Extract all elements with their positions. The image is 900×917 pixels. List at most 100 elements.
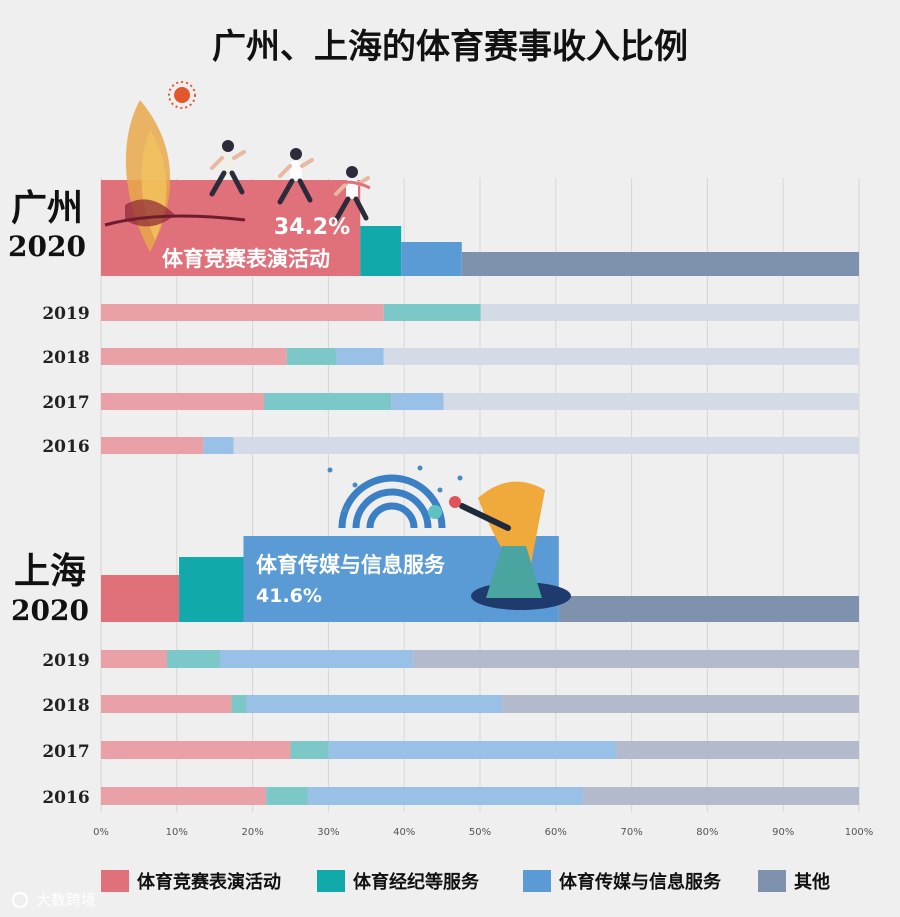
- legend-item: 体育传媒与信息服务: [523, 870, 722, 893]
- x-axis-ticks: 0% 10% 20% 30% 40% 50% 60% 70% 80% 90% 100%: [93, 827, 873, 838]
- x-tick-label: 0%: [93, 827, 109, 838]
- legend-swatch: [758, 870, 786, 892]
- dish-receiver: [449, 496, 461, 508]
- bar-2016-体育竞赛表演活动: [101, 787, 267, 805]
- runner-figure: [277, 148, 314, 205]
- legend-label: 其他: [794, 871, 830, 893]
- callout-series: 体育竞赛表演活动: [162, 247, 330, 271]
- x-tick-label: 50%: [469, 827, 491, 838]
- year-label: 2016: [42, 437, 89, 457]
- runner-head: [290, 148, 302, 160]
- bar-main-2020-体育竞赛表演活动: [101, 575, 180, 622]
- x-tick-label: 20%: [241, 827, 263, 838]
- sparkle-dot: [417, 465, 423, 471]
- group-year: 2020: [8, 230, 86, 263]
- runner-legs: [209, 170, 245, 197]
- bar-2019-体育经纪等服务: [383, 304, 481, 321]
- legend: 体育竞赛表演活动 体育经纪等服务 体育传媒与信息服务 其他: [101, 870, 830, 893]
- group-shanghai: [101, 536, 859, 805]
- runner-legs: [277, 178, 313, 205]
- callout-value: 34.2%: [274, 215, 350, 240]
- year-label: 2018: [42, 348, 89, 368]
- runner-arms: [278, 158, 314, 178]
- sparkle-dot: [457, 475, 463, 481]
- bar-2017-体育传媒与信息服务: [391, 393, 444, 410]
- watermark-text: 大数跨境: [36, 891, 96, 909]
- dish-stand: [486, 546, 542, 598]
- bar-main-2020-其他: [461, 252, 859, 276]
- runner-arms: [210, 150, 246, 170]
- watermark-logo-icon: [12, 892, 28, 908]
- legend-item: 体育竞赛表演活动: [101, 870, 281, 893]
- watermark: 大数跨境: [12, 891, 96, 909]
- bar-2019-其他: [413, 650, 859, 668]
- legend-label: 体育经纪等服务: [353, 871, 480, 893]
- bar-2018-体育竞赛表演活动: [101, 695, 232, 713]
- legend-label: 体育传媒与信息服务: [559, 871, 722, 893]
- runner-body: [222, 153, 234, 173]
- runner-head: [346, 166, 358, 178]
- x-tick-label: 60%: [545, 827, 567, 838]
- runner-body: [290, 161, 302, 181]
- legend-swatch: [317, 870, 345, 892]
- runner-legs: [333, 196, 369, 223]
- bar-2018-体育经纪等服务: [231, 695, 247, 713]
- legend-item: 其他: [758, 870, 830, 893]
- legend-swatch: [523, 870, 551, 892]
- bar-2018-其他: [501, 695, 859, 713]
- year-label: 2018: [42, 696, 89, 716]
- bar-2017-其他: [443, 393, 859, 410]
- bar-2018-其他: [383, 348, 859, 365]
- year-label: 2019: [42, 304, 89, 324]
- bar-2016-其他: [233, 437, 859, 454]
- bar-main-2020-体育传媒与信息服务: [401, 242, 462, 276]
- chart-title: 广州、上海的体育赛事收入比例: [212, 27, 688, 67]
- decorations: [104, 81, 571, 610]
- sparkle-dot: [342, 507, 348, 513]
- bar-2017-体育传媒与信息服务: [328, 741, 617, 759]
- signal-wave: [352, 488, 432, 529]
- bar-2019-体育竞赛表演活动: [101, 650, 167, 668]
- group-name: 广州: [11, 187, 83, 229]
- sparkle-dot: [437, 487, 443, 493]
- bar-2017-体育竞赛表演活动: [101, 393, 264, 410]
- lock-icon: [428, 505, 442, 519]
- bar-2019-其他: [480, 304, 859, 321]
- sparkle-dot: [352, 482, 358, 488]
- bar-2018-体育传媒与信息服务: [335, 348, 384, 365]
- bar-main-2020-体育经纪等服务: [360, 226, 402, 276]
- dish-arm: [459, 503, 511, 531]
- bar-2017-体育经纪等服务: [263, 393, 392, 410]
- bar-2017-体育竞赛表演活动: [101, 741, 291, 759]
- torch-illustration: [104, 81, 246, 252]
- bar-2018-体育经纪等服务: [286, 348, 336, 365]
- year-label: 2017: [42, 742, 89, 762]
- finish-ribbon: [317, 180, 371, 192]
- x-tick-label: 80%: [696, 827, 718, 838]
- legend-item: 体育经纪等服务: [317, 870, 480, 893]
- sparkle-dot: [327, 467, 333, 473]
- bar-main-2020-体育经纪等服务: [179, 557, 244, 622]
- x-tick-label: 70%: [620, 827, 642, 838]
- bar-2016-体育竞赛表演活动: [101, 437, 204, 454]
- runner-head: [222, 140, 234, 152]
- bar-2016-体育传媒与信息服务: [203, 437, 234, 454]
- bar-2017-体育经纪等服务: [290, 741, 329, 759]
- bar-main-2020-其他: [558, 596, 859, 622]
- x-tick-label: 90%: [772, 827, 794, 838]
- labels: 2019201820172016广州20202019201820172016上海…: [8, 187, 90, 808]
- group-name: 上海: [14, 550, 86, 592]
- bar-2019-体育竞赛表演活动: [101, 304, 384, 321]
- x-tick-label: 40%: [393, 827, 415, 838]
- bar-2018-体育传媒与信息服务: [246, 695, 502, 713]
- bar-2016-其他: [583, 787, 859, 805]
- callout-series: 体育传媒与信息服务: [256, 553, 446, 577]
- x-tick-label: 100%: [845, 827, 874, 838]
- sun-rays: [168, 81, 196, 109]
- x-tick-label: 10%: [166, 827, 188, 838]
- bar-2018-体育竞赛表演活动: [101, 348, 287, 365]
- satellite-dish-illustration: [327, 465, 571, 610]
- year-label: 2016: [42, 788, 89, 808]
